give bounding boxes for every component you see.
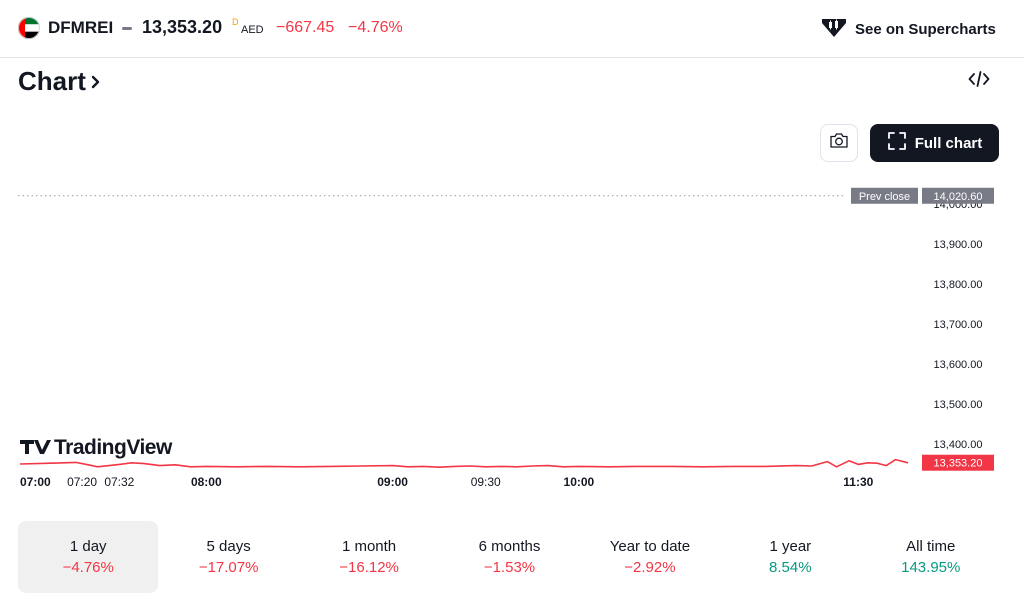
period-selector: 1 day −4.76% 5 days −17.07% 1 month −16.12% 6 … <box>18 521 1001 593</box>
period-tab[interactable]: 1 month −16.12% <box>299 521 439 593</box>
last-price-label: 13,353.20 <box>934 458 983 470</box>
y-axis-tick-label: 13,900.00 <box>934 239 983 251</box>
price-change-percent: −4.76% <box>348 19 403 36</box>
see-on-supercharts-link[interactable]: See on Supercharts <box>821 14 996 44</box>
full-chart-button[interactable]: Full chart <box>870 124 999 162</box>
period-tab[interactable]: All time 143.95% <box>861 521 1001 593</box>
period-tab[interactable]: Year to date −2.92% <box>580 521 720 593</box>
period-label: All time <box>906 538 956 555</box>
price-series-line <box>19 458 909 469</box>
x-axis-tick-label: 10:00 <box>564 475 595 489</box>
screenshot-button[interactable] <box>820 124 858 162</box>
price-chart[interactable]: 13,400.00 13,500.00 13,600.00 13,700.00 13,8… <box>0 180 1024 500</box>
period-tab[interactable]: 6 months −1.53% <box>439 521 579 593</box>
fullscreen-icon <box>887 131 907 156</box>
period-tab[interactable]: 5 days −17.07% <box>158 521 298 593</box>
chevron-right-icon <box>90 66 102 97</box>
x-axis-tick-label: 08:00 <box>191 475 222 489</box>
y-axis-tick-label: 13,500.00 <box>934 399 983 411</box>
chart-section-link[interactable]: Chart <box>18 66 102 97</box>
period-label: 6 months <box>478 538 541 555</box>
market-status-dash <box>122 27 132 30</box>
period-change: 8.54% <box>769 559 812 576</box>
camera-icon <box>829 132 849 154</box>
price-delayed-marker: D <box>232 17 239 27</box>
tradingview-watermark: TradingView <box>54 436 173 459</box>
x-axis-tick-label: 09:30 <box>471 475 501 489</box>
last-price-label-bg <box>922 454 994 471</box>
chart-section-title: Chart <box>18 66 86 96</box>
period-change: −16.12% <box>339 559 399 576</box>
period-change: −2.92% <box>624 559 676 576</box>
period-label: 5 days <box>206 538 251 555</box>
last-price: 13,353.20 <box>142 17 223 37</box>
embed-code-button[interactable] <box>966 70 992 92</box>
period-change: −17.07% <box>198 559 259 576</box>
tradingview-supercharts-icon <box>821 16 847 43</box>
x-axis-tick-label: 07:32 <box>104 475 134 489</box>
prev-close-value-bg <box>922 187 994 204</box>
x-axis-tick-label: 09:00 <box>377 475 408 489</box>
price-change: −667.45 <box>276 19 335 36</box>
y-axis-tick-label: 13,400.00 <box>934 439 983 451</box>
y-axis-tick-label: 13,700.00 <box>934 319 983 331</box>
prev-close-value: 14,020.60 <box>934 191 983 203</box>
period-tab[interactable]: 1 day −4.76% <box>18 521 159 593</box>
code-embed-icon <box>968 70 990 93</box>
y-axis-tick-label: 13,600.00 <box>934 359 983 371</box>
period-tab[interactable]: 1 year 8.54% <box>720 521 860 593</box>
period-label: Year to date <box>609 538 691 555</box>
y-axis-tick-label: 13,800.00 <box>934 279 983 291</box>
x-axis-tick-label: 07:20 <box>67 475 97 489</box>
price-currency: AED <box>241 24 264 36</box>
period-label: 1 year <box>769 538 812 555</box>
supercharts-label: See on Supercharts <box>855 20 996 38</box>
prev-close-label-bg <box>851 187 918 204</box>
tradingview-logo-icon <box>20 440 51 454</box>
period-change: −1.53% <box>483 559 536 576</box>
period-change: 143.95% <box>901 559 961 576</box>
period-change: −4.76% <box>62 559 114 576</box>
x-axis-tick-label: 11:30 <box>843 475 873 489</box>
symbol-ticker: DFMREI <box>48 18 114 37</box>
period-label: 1 day <box>69 538 107 555</box>
period-label: 1 month <box>341 538 397 555</box>
full-chart-label: Full chart <box>914 134 983 152</box>
symbol-header: DFMREI 13,353.20 D AED −667.45 −4.76% Se… <box>0 0 1024 58</box>
uae-flag-icon <box>18 17 40 39</box>
prev-close-label: Prev close <box>859 191 910 203</box>
x-axis-tick-label: 07:00 <box>20 475 51 489</box>
